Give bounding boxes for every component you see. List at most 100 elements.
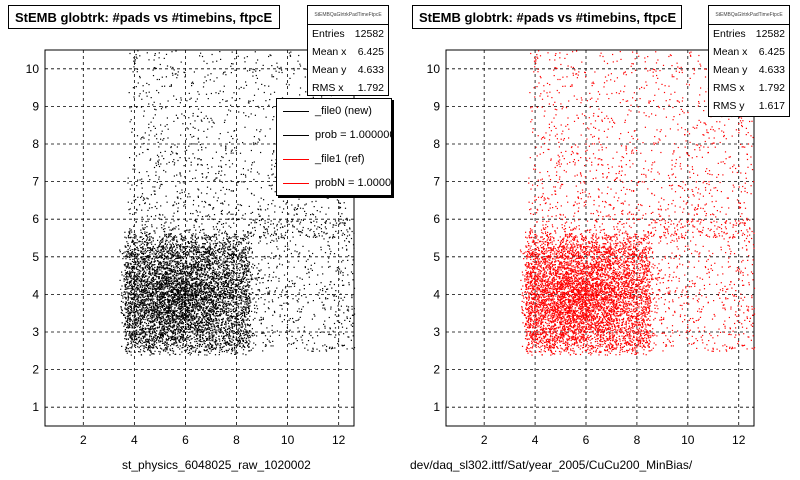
scatter-point	[137, 268, 139, 271]
scatter-point	[156, 267, 158, 269]
scatter-point	[172, 282, 174, 284]
scatter-point	[214, 235, 216, 237]
scatter-point	[232, 339, 234, 341]
scatter-point	[196, 317, 198, 319]
scatter-point	[129, 245, 131, 247]
scatter-point	[139, 240, 141, 243]
scatter-point	[235, 292, 237, 294]
scatter-point	[154, 266, 156, 268]
scatter-point	[199, 335, 201, 337]
scatter-point	[197, 278, 200, 280]
scatter-point	[204, 253, 206, 255]
scatter-point	[128, 285, 130, 287]
scatter-point	[240, 291, 242, 293]
scatter-point	[231, 275, 233, 277]
scatter-point	[164, 243, 166, 245]
scatter-point	[145, 251, 147, 253]
scatter-point	[231, 297, 233, 299]
scatter-point	[225, 294, 227, 296]
scatter-point	[163, 302, 165, 304]
scatter-point	[244, 247, 246, 249]
scatter-point	[147, 349, 149, 351]
scatter-point	[159, 321, 161, 324]
scatter-point	[131, 266, 133, 268]
scatter-point	[177, 244, 179, 246]
scatter-point	[202, 324, 204, 326]
scatter-point	[239, 313, 242, 316]
scatter-point	[248, 292, 250, 294]
scatter-point	[160, 318, 162, 320]
scatter-point	[184, 349, 186, 352]
scatter-point	[217, 295, 219, 297]
scatter-point	[198, 319, 200, 321]
scatter-point	[215, 300, 217, 302]
scatter-point	[221, 323, 223, 325]
scatter-point	[176, 284, 178, 286]
scatter-point	[196, 261, 198, 264]
scatter-point	[191, 283, 193, 285]
scatter-point	[139, 270, 141, 272]
scatter-point	[236, 275, 238, 277]
scatter-point	[228, 242, 230, 244]
scatter-point	[180, 276, 182, 278]
scatter-point	[230, 284, 232, 286]
scatter-point	[227, 265, 229, 267]
scatter-point	[151, 285, 153, 287]
scatter-point	[218, 273, 220, 276]
scatter-point	[170, 272, 172, 274]
scatter-point	[128, 333, 130, 335]
scatter-point	[201, 289, 203, 291]
scatter-point	[147, 340, 149, 342]
scatter-point	[211, 345, 213, 347]
scatter-point	[135, 279, 137, 281]
scatter-point	[219, 311, 221, 313]
scatter-point	[201, 320, 203, 322]
scatter-point	[187, 326, 189, 328]
scatter-point	[223, 289, 225, 291]
scatter-point	[181, 290, 183, 292]
scatter-point	[165, 277, 168, 279]
scatter-point	[153, 337, 155, 339]
scatter-point	[190, 352, 192, 354]
scatter-point	[205, 306, 207, 308]
scatter-point	[180, 262, 182, 265]
scatter-point	[195, 293, 197, 295]
scatter-point	[204, 259, 206, 261]
scatter-point	[184, 288, 187, 290]
scatter-point	[140, 282, 142, 284]
scatter-point	[197, 299, 199, 301]
scatter-point	[231, 323, 233, 325]
scatter-point	[194, 266, 197, 269]
scatter-point	[195, 308, 197, 310]
scatter-point	[182, 247, 184, 249]
scatter-point	[151, 310, 153, 312]
scatter-point	[222, 265, 225, 267]
scatter-point	[176, 286, 178, 288]
scatter-point	[149, 294, 151, 296]
scatter-point	[217, 273, 219, 275]
scatter-point	[164, 255, 166, 257]
scatter-point	[225, 269, 227, 271]
scatter-point	[167, 352, 169, 354]
scatter-point	[247, 303, 250, 305]
scatter-point	[193, 315, 195, 317]
scatter-point	[222, 320, 224, 323]
scatter-point	[242, 268, 244, 270]
scatter-point	[140, 231, 142, 234]
scatter-point	[128, 303, 130, 305]
scatter-point	[208, 318, 210, 321]
scatter-point	[195, 349, 197, 351]
scatter-point	[134, 315, 136, 317]
scatter-point	[246, 263, 248, 265]
scatter-point	[187, 352, 189, 354]
scatter-point	[174, 299, 176, 301]
scatter-point	[134, 333, 136, 335]
scatter-point	[210, 318, 212, 321]
scatter-point	[228, 300, 230, 303]
scatter-point	[138, 300, 140, 302]
scatter-point	[256, 267, 258, 269]
scatter-point	[183, 280, 185, 282]
scatter-point	[183, 230, 186, 232]
scatter-point	[168, 267, 170, 270]
scatter-point	[229, 302, 232, 304]
